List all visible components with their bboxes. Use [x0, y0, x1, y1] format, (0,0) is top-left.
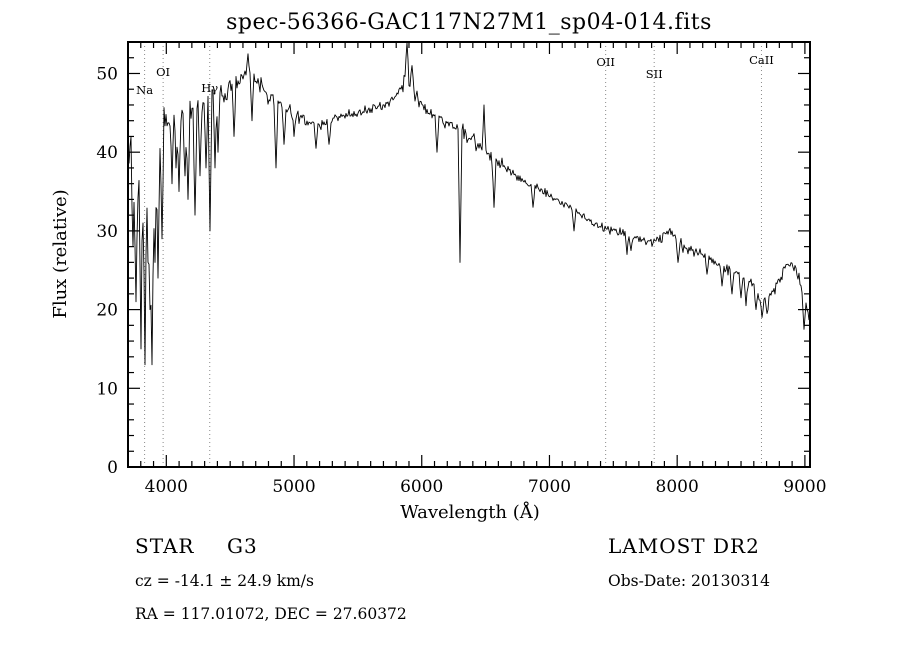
y-tick-label: 10	[96, 379, 118, 399]
obs-date-text: Obs-Date: 20130314	[608, 572, 770, 590]
x-tick-label: 4000	[145, 477, 188, 497]
object-subclass-label: G3	[227, 534, 258, 558]
survey-label: LAMOST DR2	[608, 534, 760, 558]
spectrum-line	[128, 42, 810, 366]
spectral-line-label: CaII	[749, 53, 774, 67]
coordinates-text: RA = 117.01072, DEC = 27.60372	[135, 605, 407, 623]
y-tick-label: 20	[96, 301, 118, 321]
x-tick-label: 5000	[272, 477, 315, 497]
x-tick-label: 7000	[528, 477, 571, 497]
plot-title: spec-56366-GAC117N27M1_sp04-014.fits	[226, 10, 712, 35]
y-tick-label: 30	[96, 222, 118, 242]
spectral-line-label: Hγ	[201, 81, 218, 95]
x-tick-label: 8000	[656, 477, 699, 497]
plot-box	[127, 41, 811, 468]
spectral-line-label: OII	[596, 55, 615, 69]
y-tick-label: 50	[96, 64, 118, 84]
spectral-line-label: Na	[136, 83, 153, 97]
spectral-line-label: OI	[156, 65, 170, 79]
x-tick-label: 6000	[400, 477, 443, 497]
y-tick-label: 40	[96, 143, 118, 163]
spectral-line-label: SII	[646, 67, 663, 81]
object-class-label: STAR	[135, 534, 194, 558]
velocity-text: cz = -14.1 ± 24.9 km/s	[135, 572, 314, 590]
spectrum-trace	[128, 42, 810, 366]
y-tick-label: 0	[107, 458, 118, 478]
x-axis-label: Wavelength (Å)	[400, 501, 540, 523]
x-tick-label: 9000	[783, 477, 826, 497]
y-axis-label: Flux (relative)	[50, 189, 71, 318]
